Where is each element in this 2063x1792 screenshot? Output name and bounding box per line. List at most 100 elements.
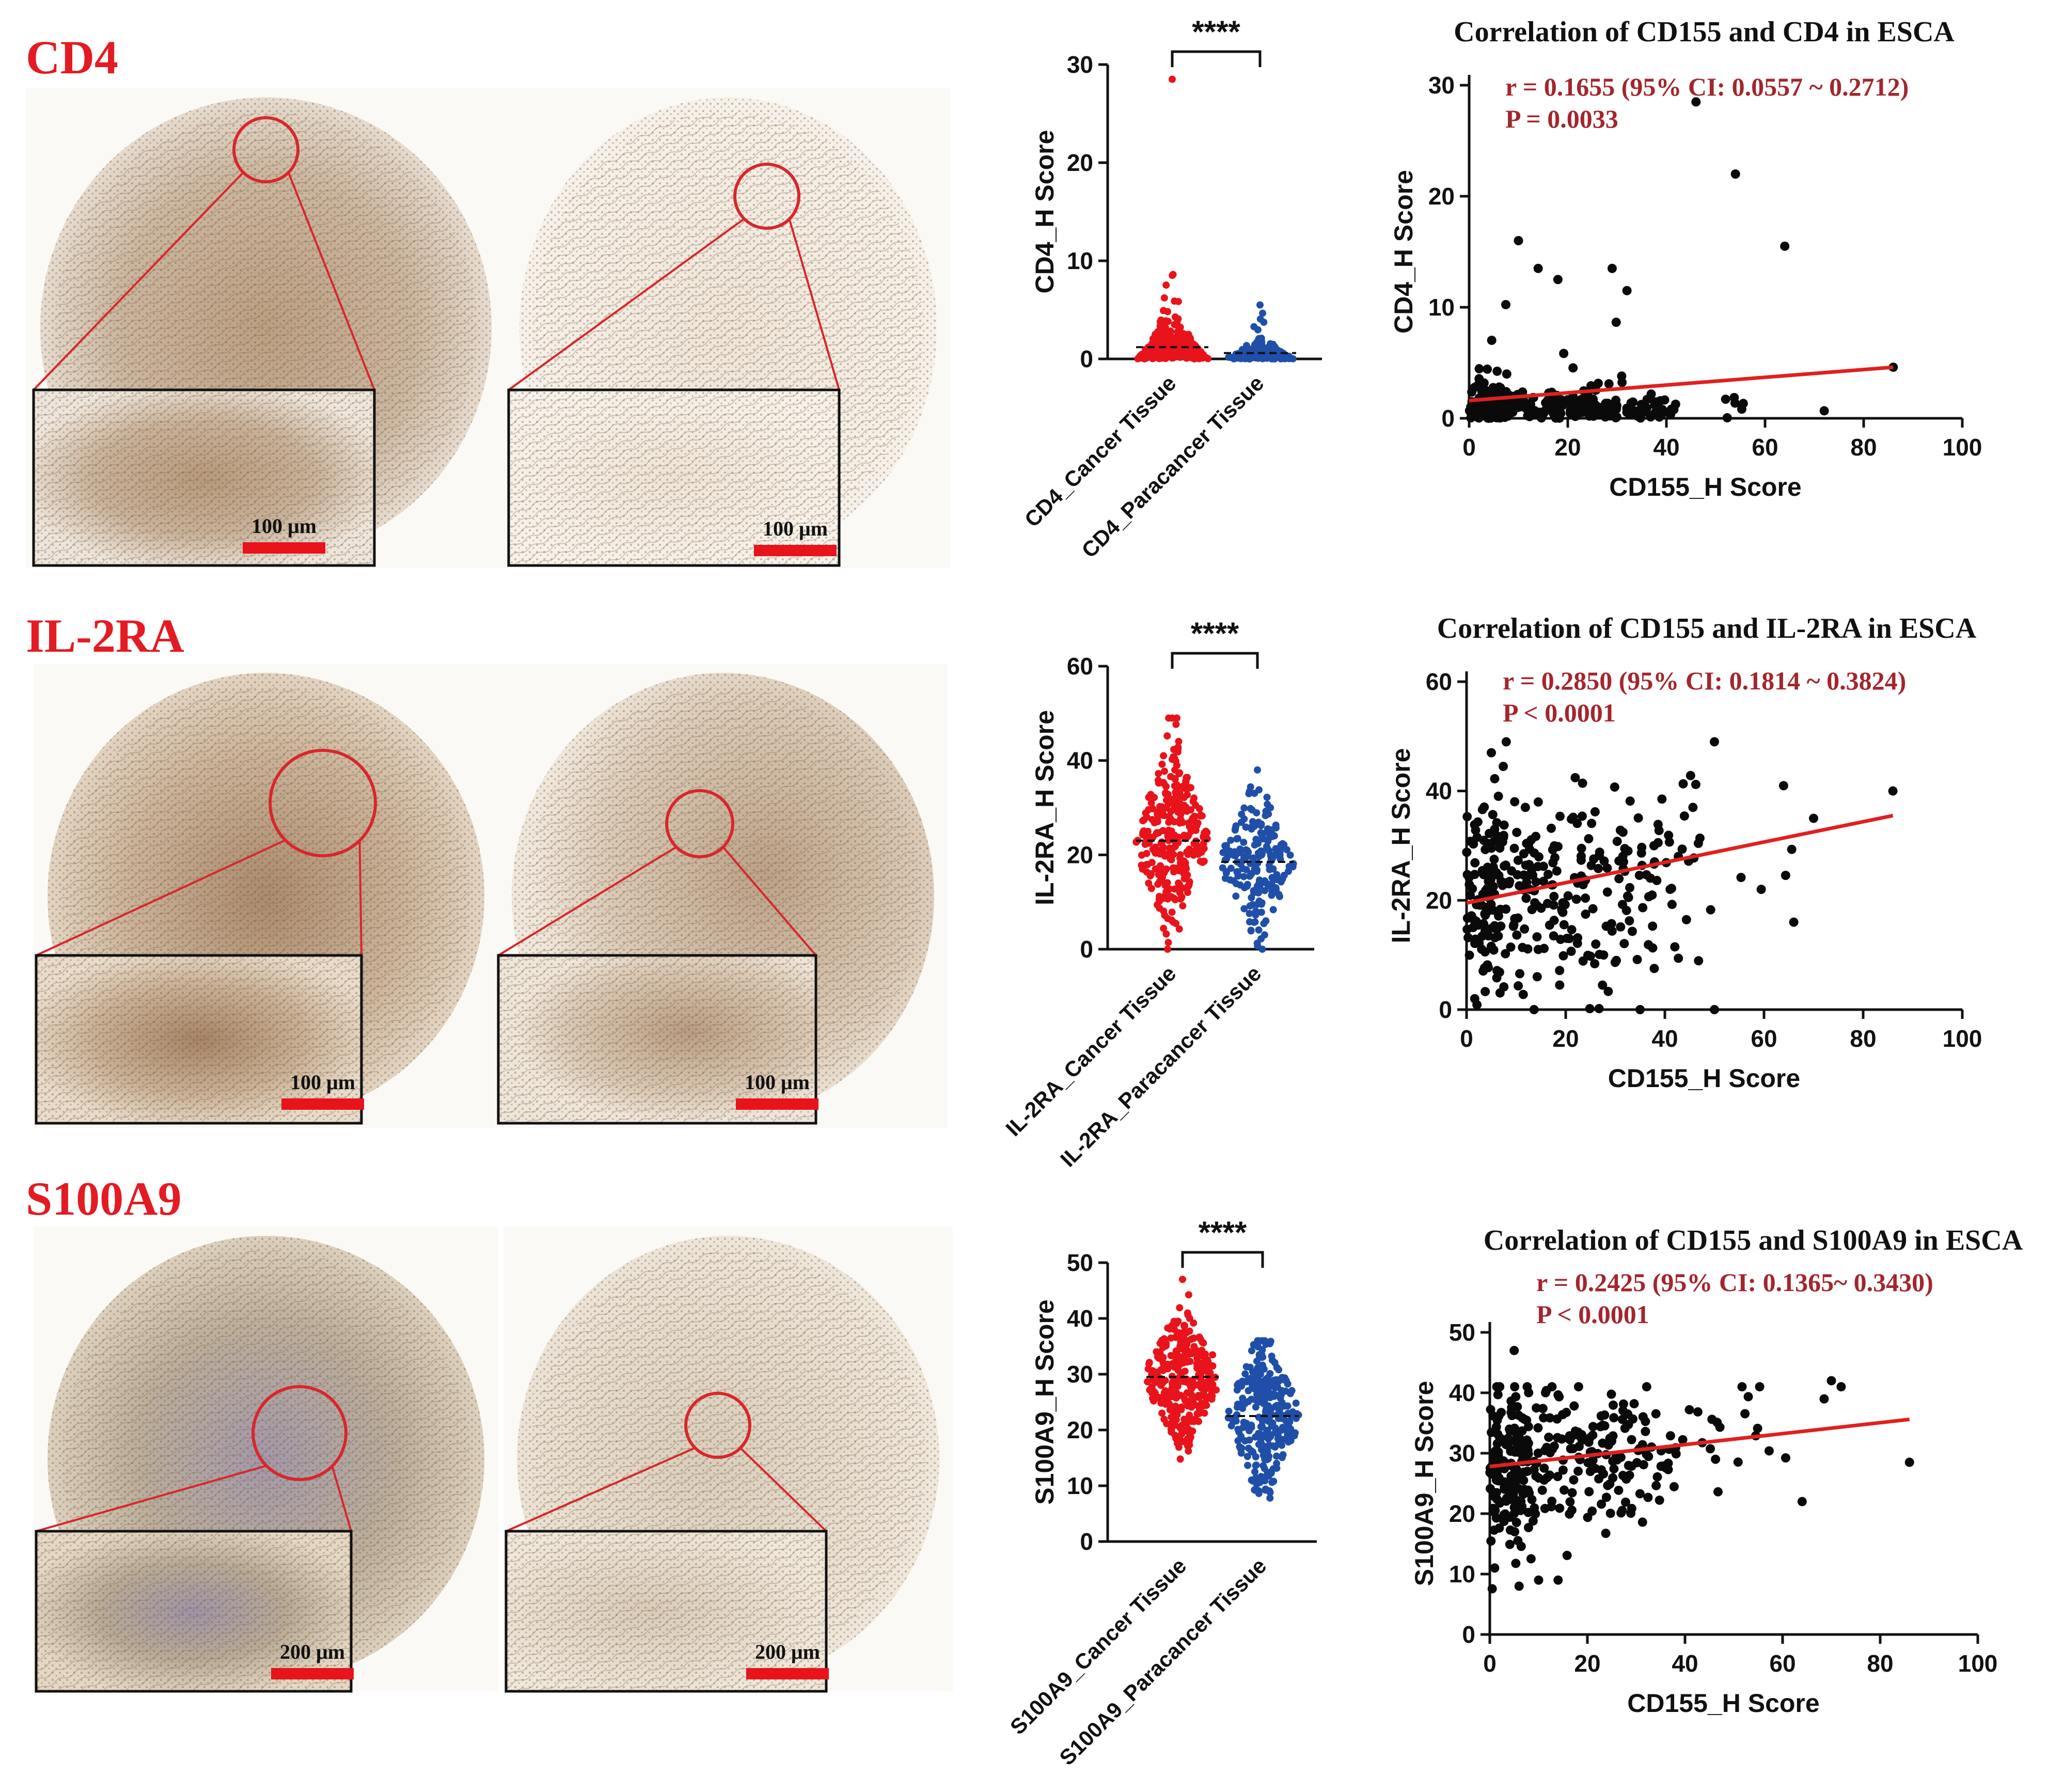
scale-bar	[746, 1668, 829, 1679]
y-tick-label: 60	[1067, 653, 1093, 680]
data-point	[1501, 737, 1511, 747]
data-point	[1249, 854, 1257, 862]
data-point	[1195, 805, 1203, 812]
data-point	[1193, 822, 1201, 830]
data-point	[1176, 769, 1184, 777]
data-point	[1511, 1559, 1521, 1568]
data-point	[1474, 374, 1484, 384]
y-tick-label: 30	[1449, 1440, 1475, 1467]
data-point	[1164, 1360, 1172, 1368]
data-point	[1149, 1394, 1157, 1402]
zoom-inset-border	[505, 1530, 828, 1693]
data-point	[1539, 1413, 1549, 1423]
data-point	[1502, 369, 1511, 379]
zoom-inset-border	[497, 954, 817, 1125]
x-tick-label: 100	[1958, 1650, 1998, 1677]
data-point	[1281, 1374, 1288, 1382]
data-point	[1500, 861, 1509, 871]
data-point	[1209, 1351, 1217, 1359]
data-point	[1497, 1408, 1506, 1418]
zoom-inset-fiber	[509, 390, 839, 565]
data-point	[1190, 794, 1198, 802]
data-point	[1644, 1452, 1653, 1461]
data-point	[1466, 890, 1475, 900]
correlation-plot-s100a9: Correlation of CD155 and S100A9 in ESCA r…	[1410, 1224, 2023, 1718]
data-point	[1163, 732, 1171, 740]
data-point	[1583, 1458, 1593, 1468]
p-value: P < 0.0001	[1536, 1300, 1649, 1329]
data-point	[1706, 905, 1715, 915]
data-point	[1663, 1458, 1673, 1468]
data-point	[1263, 793, 1271, 801]
data-point	[1184, 1435, 1191, 1442]
zoom-inset-fiber	[498, 955, 816, 1123]
data-point	[1513, 870, 1522, 879]
data-point	[1137, 352, 1144, 359]
data-point	[1462, 812, 1472, 822]
data-point	[1268, 1479, 1276, 1486]
data-point	[1236, 1443, 1243, 1451]
data-point	[1175, 885, 1183, 893]
x-tick-label: 60	[1769, 1650, 1796, 1677]
data-point	[1145, 1359, 1153, 1366]
data-point	[1651, 1481, 1661, 1490]
data-point	[1722, 413, 1732, 422]
data-point	[1553, 842, 1563, 852]
data-point	[1178, 893, 1186, 901]
data-point	[1172, 789, 1179, 796]
data-point	[1537, 1485, 1547, 1495]
data-point	[1248, 1347, 1255, 1355]
data-point	[1655, 1495, 1664, 1505]
data-point	[1558, 907, 1568, 917]
series-paracancer	[1219, 766, 1297, 953]
data-point	[1169, 1417, 1177, 1425]
data-point	[1181, 1322, 1189, 1330]
data-point	[1164, 946, 1172, 953]
data-point	[1608, 1431, 1618, 1441]
x-tick-label: 0	[1462, 434, 1476, 461]
data-point	[1219, 864, 1226, 872]
data-point	[1533, 797, 1543, 807]
data-point	[1486, 1536, 1496, 1546]
data-point	[1187, 349, 1195, 357]
data-point	[1509, 1423, 1519, 1433]
scale-bar	[271, 1668, 354, 1679]
category-label: IL-2RA_Cancer Tissue	[1001, 961, 1180, 1141]
data-point	[1653, 820, 1663, 829]
data-point	[1236, 881, 1244, 889]
zoom-region-circle	[684, 1392, 751, 1459]
data-point	[1247, 871, 1255, 879]
category-label: CD4_Paracancer Tissue	[1077, 371, 1268, 562]
data-point	[1464, 406, 1474, 416]
data-point	[1623, 891, 1632, 901]
data-point	[1198, 1384, 1205, 1392]
data-point	[1466, 837, 1475, 846]
data-point	[1255, 853, 1263, 860]
data-point	[1167, 855, 1174, 862]
data-point	[1641, 1426, 1650, 1436]
data-point	[1160, 1416, 1168, 1423]
data-point	[1490, 1563, 1500, 1573]
data-point	[1489, 1525, 1499, 1535]
data-point	[1492, 973, 1502, 983]
data-point	[1154, 1353, 1161, 1361]
data-point	[1614, 874, 1624, 884]
data-point	[1526, 835, 1536, 845]
data-point	[1787, 844, 1797, 854]
strip-plot-il-2ra: 0 20 40 60 IL-2RA_H Score **** IL-2RA_Cancer T…	[1001, 616, 1314, 1172]
data-point	[1565, 1435, 1575, 1444]
significance-bracket	[1171, 652, 1259, 669]
data-point	[1256, 1479, 1264, 1486]
data-point	[1602, 887, 1612, 897]
data-point	[1157, 1375, 1164, 1382]
data-point	[1233, 354, 1241, 362]
data-point	[1492, 818, 1502, 828]
data-point	[1147, 799, 1155, 807]
data-point	[1248, 1424, 1255, 1432]
data-point	[1190, 1418, 1198, 1425]
data-point	[1173, 1319, 1180, 1327]
data-point	[1492, 831, 1502, 841]
data-point	[1753, 1423, 1762, 1433]
data-point-max	[1169, 75, 1176, 83]
